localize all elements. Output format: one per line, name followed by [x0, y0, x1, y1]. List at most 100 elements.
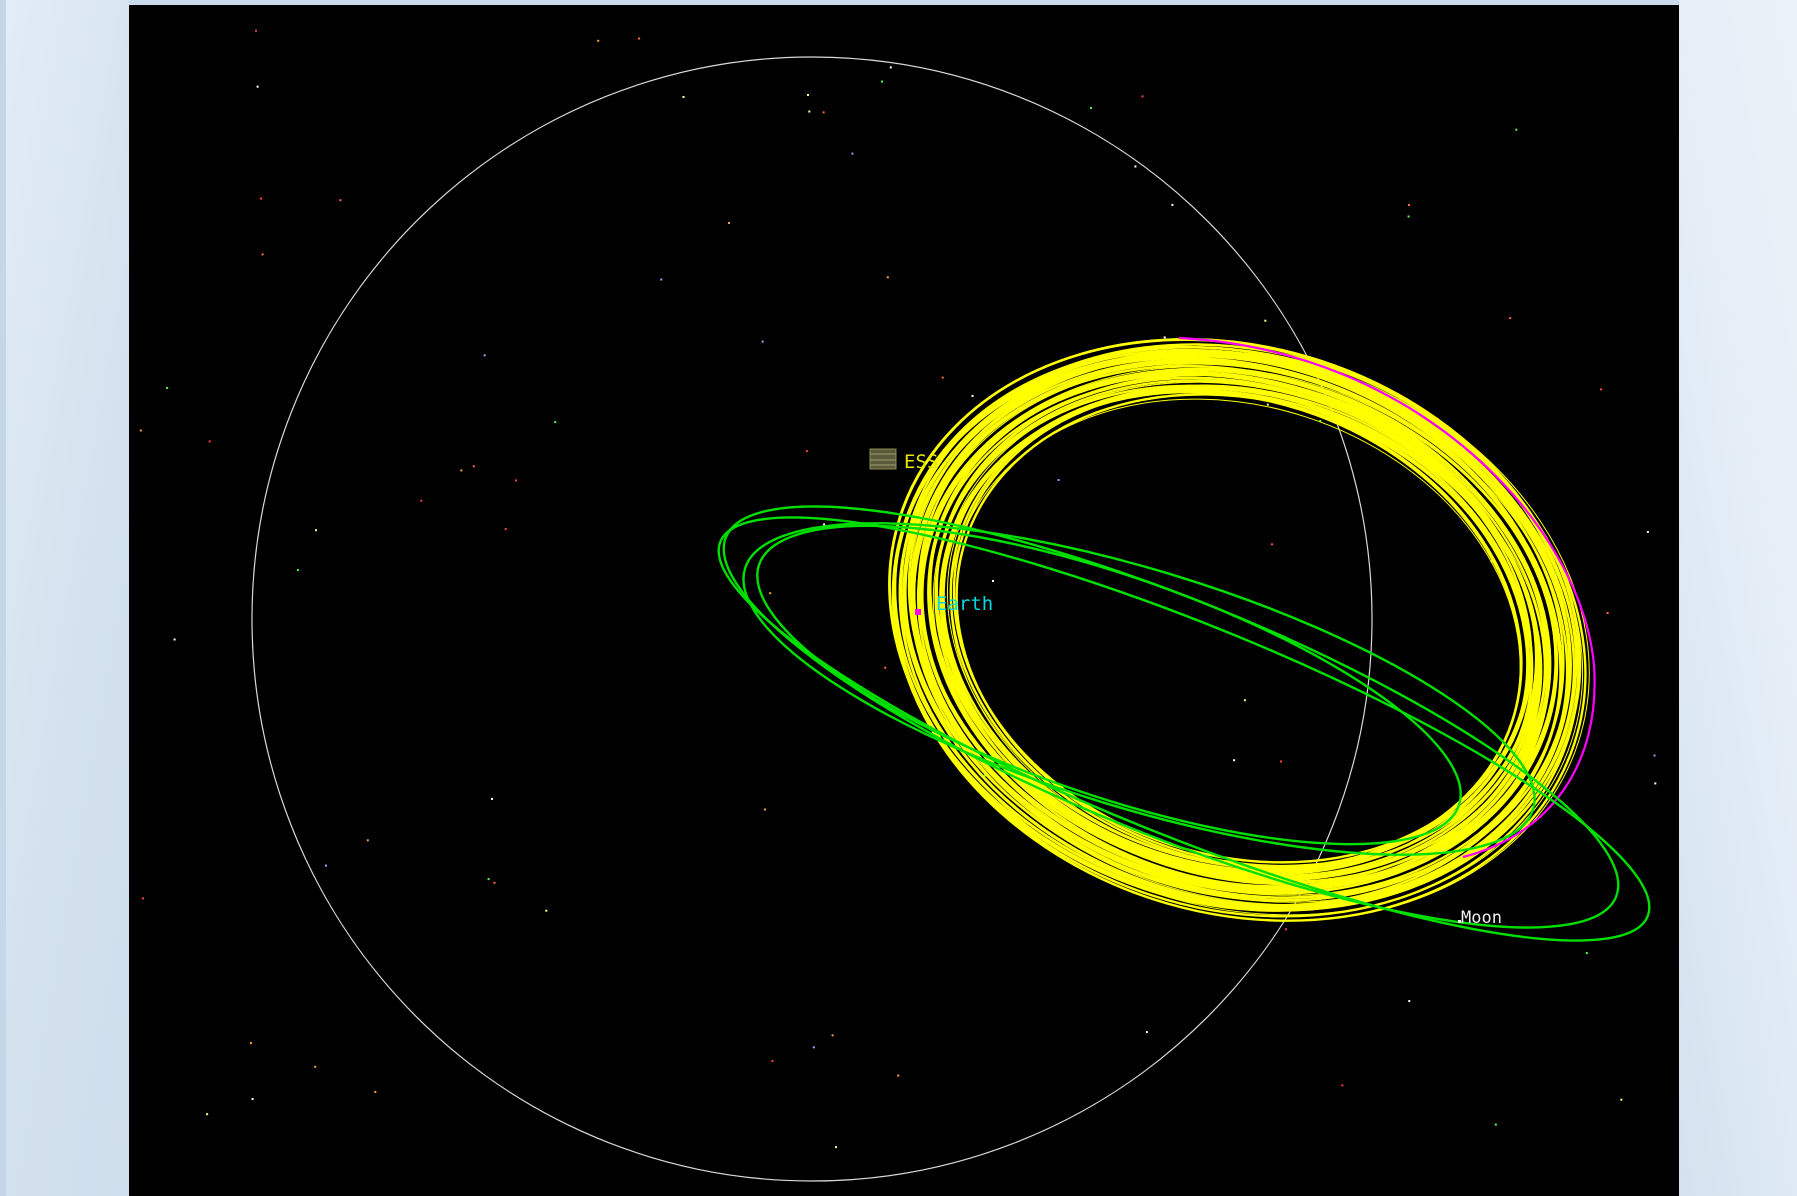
- star: [554, 421, 557, 424]
- star: [1509, 317, 1512, 320]
- moon-marker-icon[interactable]: [1458, 920, 1461, 923]
- star: [206, 1113, 209, 1116]
- window-right-frame: [1679, 0, 1797, 1196]
- star: [992, 580, 994, 582]
- earth-marker-icon[interactable]: [915, 609, 921, 615]
- star: [831, 1034, 834, 1037]
- star: [884, 666, 887, 669]
- ess-orbit-track: [888, 338, 1581, 912]
- star: [1606, 612, 1609, 614]
- earth-label: Earth: [936, 593, 994, 615]
- star: [1653, 754, 1656, 757]
- moon-label: Moon: [1461, 908, 1502, 928]
- star: [881, 80, 883, 83]
- star: [1285, 928, 1287, 931]
- star: [808, 110, 811, 113]
- star: [889, 66, 892, 69]
- star: [983, 774, 986, 777]
- star: [769, 592, 772, 595]
- star: [255, 29, 257, 32]
- ess-label: ESS: [904, 451, 939, 473]
- star: [366, 839, 369, 842]
- star: [420, 499, 423, 502]
- star: [1134, 165, 1137, 168]
- star: [296, 569, 299, 572]
- star: [460, 469, 463, 472]
- star: [941, 376, 944, 379]
- star: [487, 878, 490, 881]
- insertion-arc: [1178, 336, 1596, 859]
- star: [1408, 1000, 1411, 1002]
- star: [835, 1146, 837, 1149]
- star: [208, 440, 211, 443]
- star: [812, 1046, 815, 1049]
- ess-orbit-band: [888, 338, 1590, 922]
- star: [1266, 403, 1269, 406]
- star: [1515, 128, 1518, 131]
- star: [638, 37, 641, 40]
- star: [142, 897, 144, 900]
- ess-orbit-track: [921, 372, 1547, 890]
- star: [805, 450, 808, 453]
- star: [660, 278, 663, 281]
- orbit-3d-view[interactable]: ESS Earth Moon: [129, 5, 1679, 1196]
- star: [1408, 204, 1410, 206]
- star: [1585, 952, 1588, 955]
- star: [173, 638, 176, 641]
- star: [1090, 106, 1092, 109]
- star: [545, 909, 548, 912]
- ess-orbit-track: [893, 348, 1580, 918]
- star: [325, 864, 327, 867]
- star: [1654, 782, 1657, 785]
- star: [483, 354, 486, 357]
- spacecraft-icon[interactable]: [869, 448, 897, 470]
- moon-orbit: [251, 56, 1373, 1182]
- star: [139, 429, 142, 432]
- star: [166, 386, 169, 389]
- window-top-border: [0, 0, 1797, 5]
- star: [339, 199, 342, 202]
- star: [728, 222, 730, 224]
- star: [251, 1098, 254, 1100]
- star: [1145, 1031, 1148, 1034]
- star: [315, 529, 317, 532]
- star: [374, 1090, 377, 1093]
- transfer-orbits: [717, 505, 1651, 942]
- star: [822, 111, 825, 114]
- transfer-orbit-1: [742, 522, 1536, 856]
- ess-orbit-track: [934, 384, 1529, 876]
- star: [1280, 760, 1282, 763]
- star: [491, 797, 493, 800]
- transfer-orbit-3: [717, 516, 1651, 942]
- star: [851, 152, 854, 155]
- star: [1057, 479, 1060, 481]
- star: [1264, 319, 1267, 322]
- star: [1341, 1084, 1344, 1087]
- starfield: [139, 29, 1657, 1149]
- star: [1141, 95, 1144, 98]
- star: [515, 479, 517, 482]
- window-left-frame: [0, 0, 129, 1196]
- star: [886, 276, 889, 279]
- transfer-orbit-4: [756, 524, 1462, 846]
- star: [771, 1060, 774, 1063]
- star: [493, 881, 496, 884]
- star: [807, 94, 809, 96]
- star: [472, 465, 475, 468]
- star: [823, 523, 826, 526]
- star: [261, 253, 264, 256]
- star: [1233, 759, 1236, 762]
- star: [761, 340, 764, 343]
- star: [1319, 420, 1322, 422]
- star: [971, 394, 974, 397]
- star: [763, 808, 766, 811]
- orbit-canvas[interactable]: [129, 5, 1679, 1196]
- star: [682, 96, 685, 98]
- star: [1494, 1123, 1497, 1126]
- star: [897, 1074, 900, 1077]
- star: [1646, 530, 1649, 533]
- star: [314, 1065, 317, 1068]
- star: [1171, 203, 1174, 206]
- ess-orbit-track: [949, 384, 1539, 871]
- star: [1243, 699, 1246, 702]
